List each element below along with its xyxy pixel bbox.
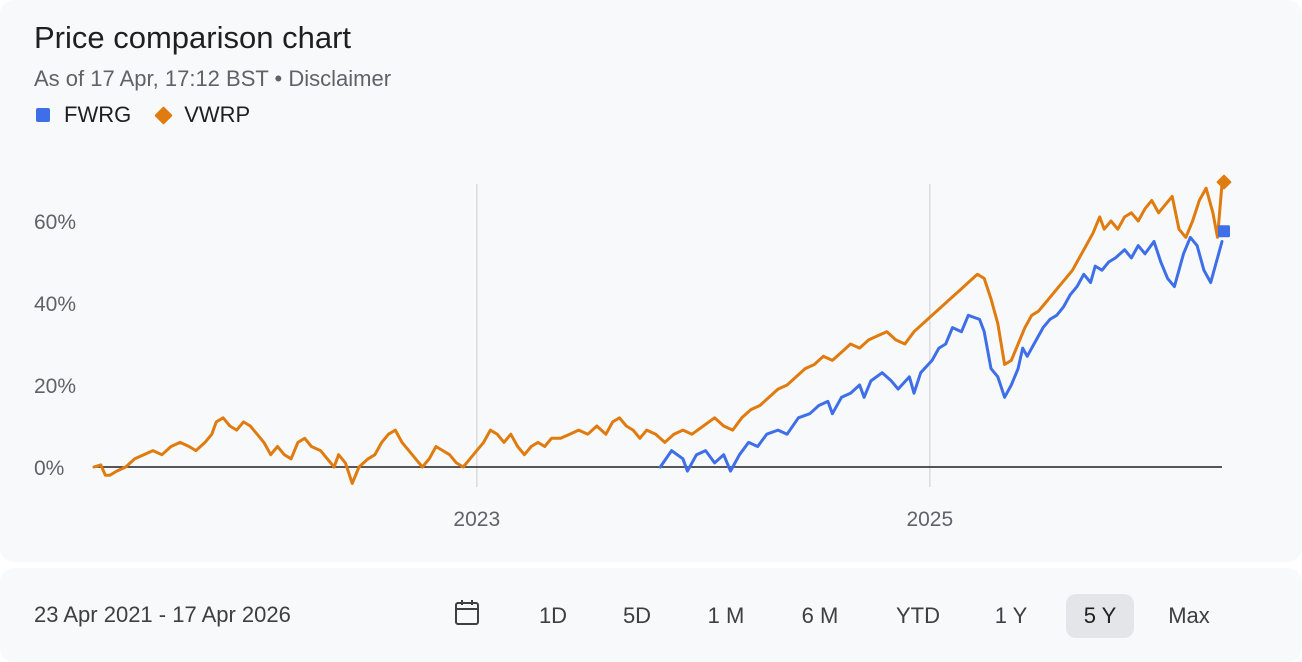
period-1d-button[interactable]: 1D xyxy=(538,603,568,628)
chart-subtitle: As of 17 Apr, 17:12 BST • Disclaimer xyxy=(34,66,392,91)
period-1y-button[interactable]: 1 Y xyxy=(994,603,1028,628)
date-range: 23 Apr 2021 - 17 Apr 2026 xyxy=(34,602,291,627)
end-marker-fwrg xyxy=(1218,225,1230,238)
chart-legend: FWRG VWRP xyxy=(36,102,272,128)
y-tick-label: 20% xyxy=(34,375,76,398)
legend-label: FWRG xyxy=(64,102,132,127)
period-5d-button[interactable]: 5D xyxy=(622,603,652,628)
price-chart[interactable]: 0% 20% 40% 60% 2023 2025 xyxy=(0,0,1302,562)
calendar-icon[interactable] xyxy=(454,598,480,626)
period-5y-button[interactable]: 5 Y xyxy=(1066,594,1134,638)
period-1m-button[interactable]: 1 M xyxy=(707,603,745,628)
period-ytd-button[interactable]: YTD xyxy=(896,603,940,628)
period-6m-button[interactable]: 6 M xyxy=(801,603,839,628)
legend-item-fwrg[interactable]: FWRG xyxy=(36,102,131,128)
y-tick-label: 40% xyxy=(34,293,76,316)
legend-label: VWRP xyxy=(184,102,251,127)
end-marker-vwrp xyxy=(1216,174,1232,190)
y-axis-labels: 0% 20% 40% 60% xyxy=(34,211,76,480)
page-title: Price comparison chart xyxy=(34,20,352,55)
chart-card: Price comparison chart As of 17 Apr, 17:… xyxy=(0,0,1302,562)
legend-item-vwrp[interactable]: VWRP xyxy=(153,102,250,128)
period-max-button[interactable]: Max xyxy=(1168,603,1210,628)
square-icon xyxy=(36,108,50,122)
series-line-vwrp xyxy=(92,182,1224,485)
y-tick-label: 0% xyxy=(34,457,64,480)
series-line-fwrg xyxy=(658,235,1224,473)
range-bar: 23 Apr 2021 - 17 Apr 2026 1D 5D 1 M 6 M YTD 1… xyxy=(0,568,1302,662)
x-tick-label: 2023 xyxy=(453,508,500,531)
y-tick-label: 60% xyxy=(34,211,76,234)
x-tick-label: 2025 xyxy=(906,508,953,531)
x-axis-labels: 2023 2025 xyxy=(453,508,953,531)
chart-series xyxy=(92,174,1232,485)
chart-grid xyxy=(476,184,931,487)
